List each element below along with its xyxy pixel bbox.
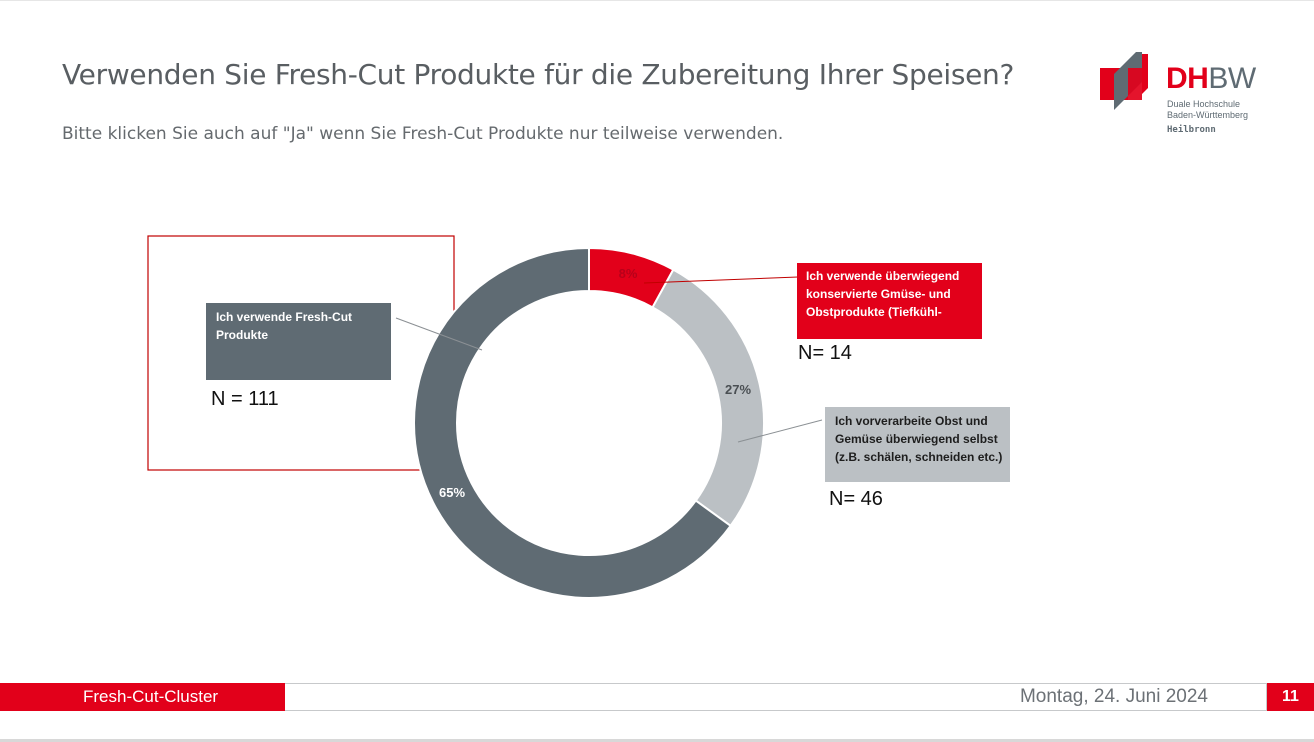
n-label-1: N= 14 — [798, 342, 852, 364]
logo-wordmark: DHBW — [1166, 62, 1256, 96]
logo-wordmark-dh: DH — [1166, 62, 1209, 95]
donut-chart: 8% 27% 65% Ich verwende überwiegend konservi… — [147, 235, 1010, 599]
footer-date: Montag, 24. Juni 2024 — [1019, 686, 1208, 707]
category-label-1-line-3: Obstprodukte (Tiefkühl- — [806, 305, 942, 319]
footer-cluster-text: Fresh-Cut-Cluster — [83, 687, 219, 706]
category-box-2 — [825, 407, 1010, 482]
slide-title: Verwenden Sie Fresh-Cut Produkte für die… — [62, 58, 1015, 91]
percent-label-3: 65% — [439, 485, 465, 500]
category-label-2-line-2: Gemüse überwiegend selbst — [835, 432, 998, 446]
donut-slice-3 — [413, 246, 732, 599]
category-label-2-line-1: Ich vorverarbeite Obst und — [835, 414, 988, 428]
slide-subtitle: Bitte klicken Sie auch auf "Ja" wenn Sie… — [62, 124, 784, 144]
footer-cluster-label: Fresh-Cut-Cluster — [0, 683, 285, 711]
leader-line-2 — [737, 419, 823, 443]
n-label-2: N= 46 — [829, 488, 883, 510]
percent-label-1: 8% — [619, 266, 638, 281]
leader-line-3 — [395, 317, 483, 351]
n-label-3: N = 111 — [211, 388, 279, 410]
category-label-3-line-2: Produkte — [216, 328, 268, 342]
percent-label-2: 27% — [725, 382, 751, 397]
footer-page-number: 11 — [1267, 683, 1314, 711]
donut-slice-2 — [651, 268, 765, 528]
footer-bar: Montag, 24. Juni 2024 — [285, 683, 1267, 711]
leader-line-1 — [643, 276, 799, 284]
logo-city: Heilbronn — [1167, 125, 1216, 135]
category-box-1 — [797, 263, 982, 339]
top-rule — [0, 0, 1314, 1]
category-label-1-line-2: konservierte Gmüse- und — [806, 287, 951, 301]
category-label-2-line-3: (z.B. schälen, schneiden etc.) — [835, 450, 1002, 464]
category-label-3-line-1: Ich verwende Fresh-Cut — [216, 310, 352, 324]
logo-wordmark-bw: BW — [1208, 62, 1256, 95]
logo-line-1: Duale Hochschule — [1167, 99, 1241, 109]
logo-line-2: Baden-Württemberg — [1167, 110, 1249, 120]
bottom-rule — [0, 739, 1314, 742]
dhbw-logo-mark — [1100, 52, 1148, 110]
category-box-3 — [206, 303, 391, 380]
logo-shape-red-right — [1128, 68, 1142, 100]
category-label-1-line-1: Ich verwende überwiegend — [806, 269, 959, 283]
logo-subtitle: Duale Hochschule Baden-Württemberg — [1167, 99, 1248, 121]
logo-shape-red-top — [1142, 54, 1148, 94]
